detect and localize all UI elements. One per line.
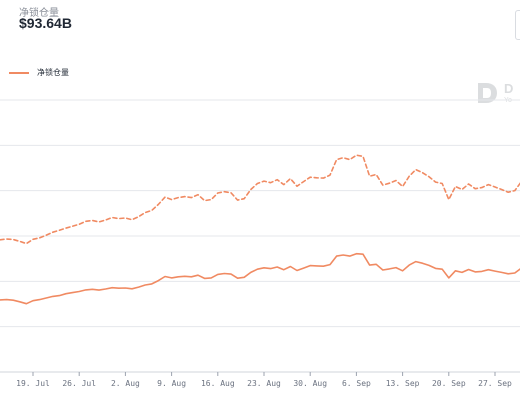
- series-line-dashed: [0, 154, 520, 245]
- x-tick-label: 2. Aug: [111, 379, 140, 388]
- x-tick-label: 27. Sep: [478, 379, 512, 388]
- x-tick-label: 9. Aug: [157, 379, 186, 388]
- x-tick-label: 16. Aug: [201, 379, 235, 388]
- x-tick-label: 23. Aug: [247, 379, 281, 388]
- legend-swatch: [9, 71, 29, 74]
- x-tick-label: 30. Aug: [293, 379, 327, 388]
- x-tick-label: 13. Sep: [386, 379, 420, 388]
- x-tick-label: 20. Sep: [432, 379, 466, 388]
- db-logo-icon: [478, 83, 497, 103]
- x-tick-label: 19. Jul: [16, 379, 50, 388]
- watermark-name: D: [504, 81, 514, 96]
- corner-control[interactable]: [515, 10, 520, 40]
- metric-label: 净锁仓量: [19, 8, 59, 19]
- x-tick-label: 26. Jul: [62, 379, 96, 388]
- legend-label: 净锁仓量: [37, 68, 69, 77]
- metric-value: $93.64B: [19, 15, 72, 31]
- x-tick-label: 6. Sep: [342, 379, 371, 388]
- legend[interactable]: 净锁仓量: [9, 67, 69, 78]
- series-line-solid: [0, 252, 520, 305]
